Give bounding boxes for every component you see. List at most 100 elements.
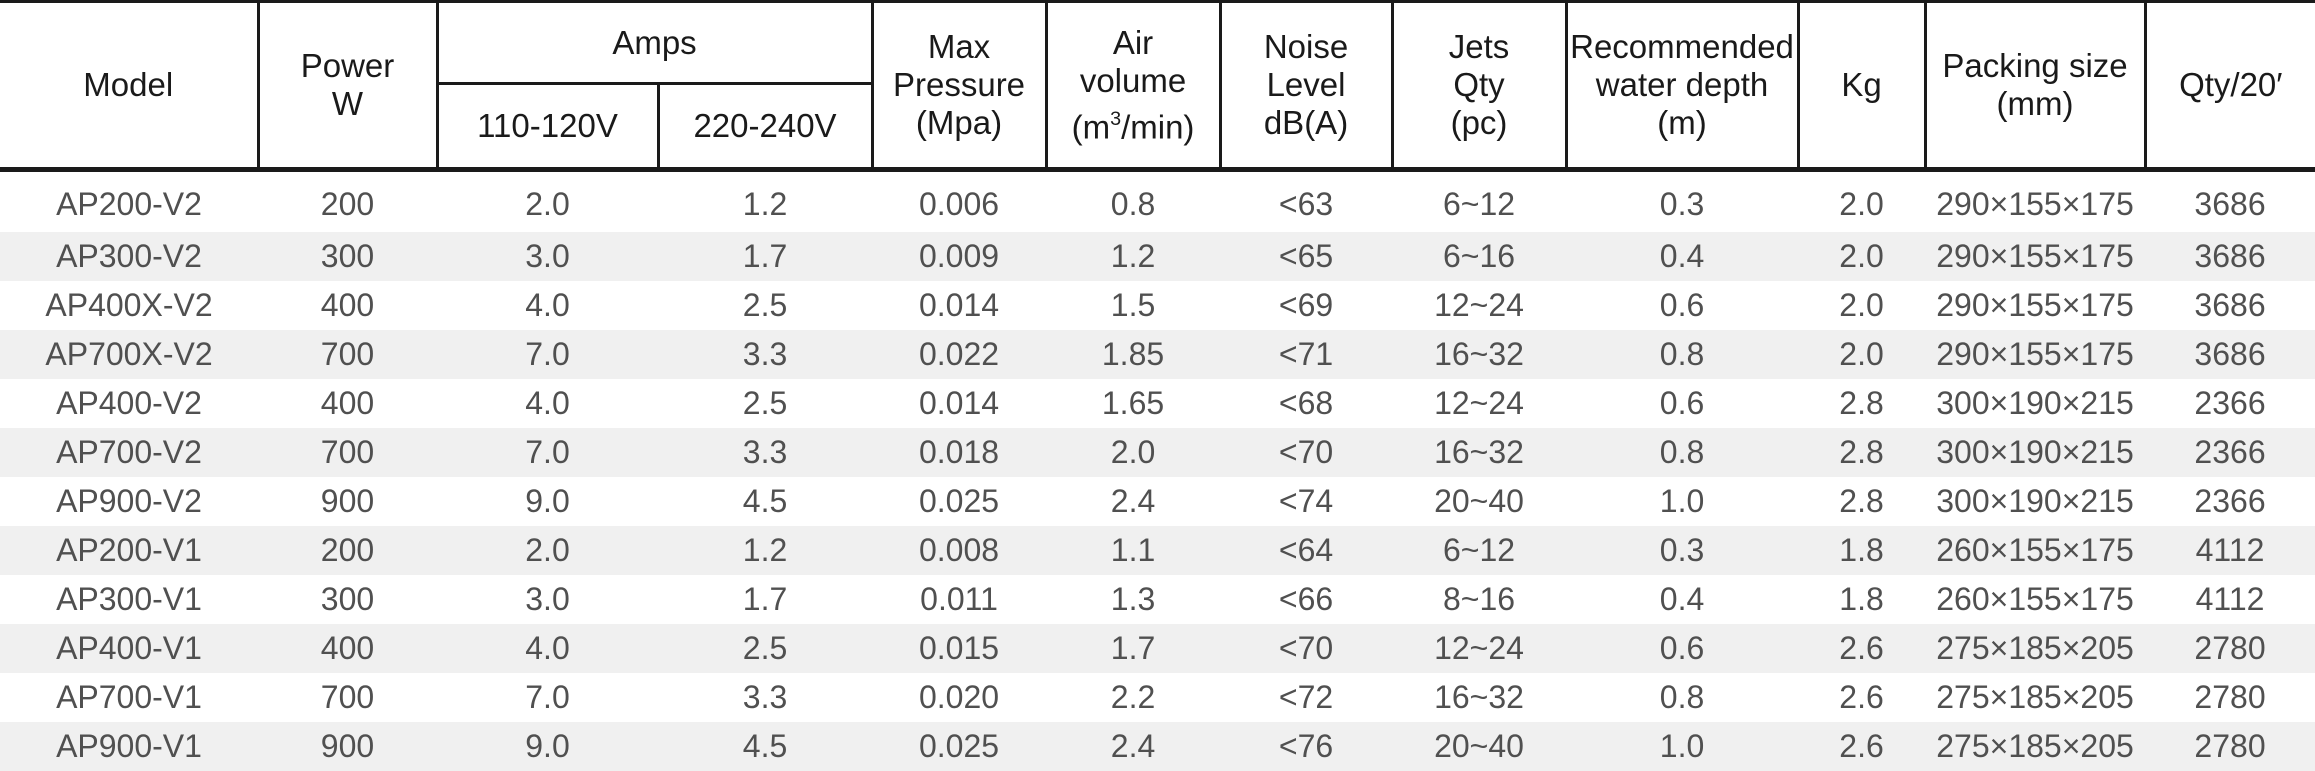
cell-water-depth: 0.6 [1566, 281, 1798, 330]
cell-power: 700 [258, 428, 437, 477]
cell-amps-110: 4.0 [437, 624, 658, 673]
cell-air-volume: 1.7 [1046, 624, 1220, 673]
cell-water-depth: 0.8 [1566, 428, 1798, 477]
cell-water-depth: 0.8 [1566, 330, 1798, 379]
cell-packing-size: 300×190×215 [1925, 477, 2145, 526]
cell-water-depth: 1.0 [1566, 477, 1798, 526]
cell-water-depth: 0.6 [1566, 379, 1798, 428]
cell-jets-qty: 12~24 [1392, 281, 1566, 330]
cell-water-depth: 0.3 [1566, 170, 1798, 233]
cell-qty: 2366 [2145, 477, 2315, 526]
cell-qty: 3686 [2145, 281, 2315, 330]
cell-amps-110: 2.0 [437, 170, 658, 233]
cell-jets-qty: 12~24 [1392, 379, 1566, 428]
cell-model: AP700-V1 [0, 673, 258, 722]
cell-model: AP300-V1 [0, 575, 258, 624]
cell-max-pressure: 0.020 [872, 673, 1046, 722]
cell-power: 400 [258, 624, 437, 673]
cell-air-volume: 2.2 [1046, 673, 1220, 722]
cell-max-pressure: 0.022 [872, 330, 1046, 379]
cell-max-pressure: 0.011 [872, 575, 1046, 624]
cell-amps-220: 1.2 [658, 170, 872, 233]
cell-model: AP400-V1 [0, 624, 258, 673]
cell-jets-qty: 16~32 [1392, 330, 1566, 379]
cell-amps-220: 3.3 [658, 428, 872, 477]
cell-amps-110: 2.0 [437, 526, 658, 575]
cell-air-volume: 1.1 [1046, 526, 1220, 575]
cell-qty: 3686 [2145, 330, 2315, 379]
cell-air-volume: 1.3 [1046, 575, 1220, 624]
cell-amps-110: 3.0 [437, 232, 658, 281]
cell-noise-level: <68 [1220, 379, 1392, 428]
cell-kg: 2.0 [1798, 170, 1925, 233]
cell-kg: 2.0 [1798, 330, 1925, 379]
cell-amps-220: 1.2 [658, 526, 872, 575]
cell-max-pressure: 0.006 [872, 170, 1046, 233]
cell-kg: 2.8 [1798, 428, 1925, 477]
cell-amps-110: 3.0 [437, 575, 658, 624]
cell-qty: 3686 [2145, 170, 2315, 233]
cell-air-volume: 2.4 [1046, 477, 1220, 526]
cell-amps-220: 4.5 [658, 477, 872, 526]
cell-water-depth: 0.3 [1566, 526, 1798, 575]
cell-amps-110: 7.0 [437, 330, 658, 379]
cell-amps-110: 7.0 [437, 673, 658, 722]
header-kg: Kg [1798, 2, 1925, 170]
cell-amps-220: 1.7 [658, 575, 872, 624]
cell-power: 900 [258, 477, 437, 526]
cell-noise-level: <72 [1220, 673, 1392, 722]
cell-packing-size: 300×190×215 [1925, 379, 2145, 428]
cell-model: AP400-V2 [0, 379, 258, 428]
cell-amps-110: 9.0 [437, 477, 658, 526]
cell-power: 700 [258, 673, 437, 722]
cell-air-volume: 1.5 [1046, 281, 1220, 330]
cell-jets-qty: 8~16 [1392, 575, 1566, 624]
cell-power: 700 [258, 330, 437, 379]
cell-amps-220: 3.3 [658, 330, 872, 379]
cell-jets-qty: 16~32 [1392, 428, 1566, 477]
cell-air-volume: 1.65 [1046, 379, 1220, 428]
cell-noise-level: <66 [1220, 575, 1392, 624]
cell-model: AP300-V2 [0, 232, 258, 281]
cell-noise-level: <64 [1220, 526, 1392, 575]
cell-water-depth: 0.4 [1566, 575, 1798, 624]
cell-packing-size: 290×155×175 [1925, 170, 2145, 233]
cell-amps-220: 2.5 [658, 379, 872, 428]
cell-water-depth: 0.4 [1566, 232, 1798, 281]
header-amps: Amps [437, 2, 872, 84]
cell-kg: 2.0 [1798, 281, 1925, 330]
cell-model: AP200-V1 [0, 526, 258, 575]
cell-kg: 1.8 [1798, 575, 1925, 624]
cell-packing-size: 275×185×205 [1925, 624, 2145, 673]
cell-model: AP700-V2 [0, 428, 258, 477]
cell-air-volume: 0.8 [1046, 170, 1220, 233]
cell-power: 300 [258, 575, 437, 624]
cell-qty: 3686 [2145, 232, 2315, 281]
cell-amps-220: 3.3 [658, 673, 872, 722]
cell-air-volume: 1.85 [1046, 330, 1220, 379]
cell-noise-level: <69 [1220, 281, 1392, 330]
cell-power: 400 [258, 379, 437, 428]
cell-jets-qty: 16~32 [1392, 673, 1566, 722]
cell-max-pressure: 0.025 [872, 477, 1046, 526]
cell-packing-size: 260×155×175 [1925, 526, 2145, 575]
cell-power: 400 [258, 281, 437, 330]
cell-power: 200 [258, 526, 437, 575]
cell-air-volume: 1.2 [1046, 232, 1220, 281]
cell-noise-level: <65 [1220, 232, 1392, 281]
cell-max-pressure: 0.015 [872, 624, 1046, 673]
cell-packing-size: 290×155×175 [1925, 281, 2145, 330]
cell-qty: 2366 [2145, 379, 2315, 428]
cell-water-depth: 0.8 [1566, 673, 1798, 722]
